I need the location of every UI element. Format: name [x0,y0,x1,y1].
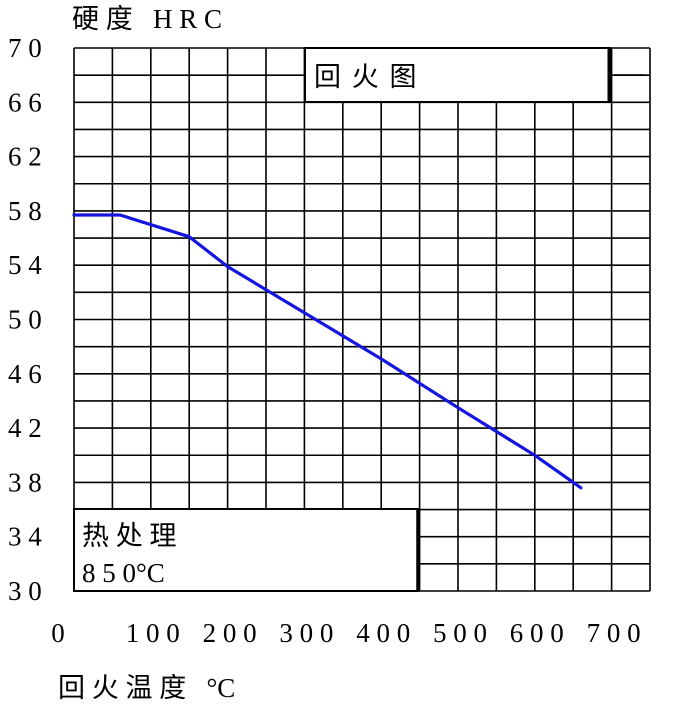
y-tick-label: 5 8 [8,196,42,226]
x-tick-label: 2 0 0 [203,618,257,648]
treatment-temperature: 8 5 0°C [82,558,165,588]
y-tick-label: 4 6 [8,359,42,389]
x-axis-label: 回 火 温 度 °C [58,673,235,703]
x-tick-label: 7 0 0 [587,618,641,648]
y-tick-labels: 7 0 6 6 6 2 5 8 5 4 5 0 4 6 4 2 3 8 3 4 3 0 [8,33,42,606]
y-tick-label: 3 0 [8,576,42,606]
legend-box [304,47,611,103]
y-tick-label: 5 0 [8,305,42,335]
y-axis-label: 硬 度 H R C [72,4,222,34]
y-tick-label: 5 4 [8,250,42,280]
x-tick-labels: 0 1 0 0 2 0 0 3 0 0 4 0 0 5 0 0 6 0 0 7 0 0 [51,618,640,648]
x-tick-label: 0 [51,618,65,648]
y-tick-label: 3 4 [8,522,42,552]
x-tick-label: 6 0 0 [510,618,564,648]
y-tick-label: 6 6 [8,87,42,117]
y-tick-label: 6 2 [8,142,42,172]
legend-title: 回 火 图 [314,62,419,92]
x-tick-label: 5 0 0 [433,618,487,648]
treatment-box [73,508,419,592]
treatment-label: 热 处 理 [82,521,177,551]
y-tick-label: 7 0 [8,33,42,63]
y-tick-label: 4 2 [8,413,42,443]
hardness-curve [72,213,583,490]
x-tick-label: 3 0 0 [279,618,333,648]
x-tick-label: 4 0 0 [356,618,410,648]
x-tick-label: 1 0 0 [126,618,180,648]
y-tick-label: 3 8 [8,467,42,497]
